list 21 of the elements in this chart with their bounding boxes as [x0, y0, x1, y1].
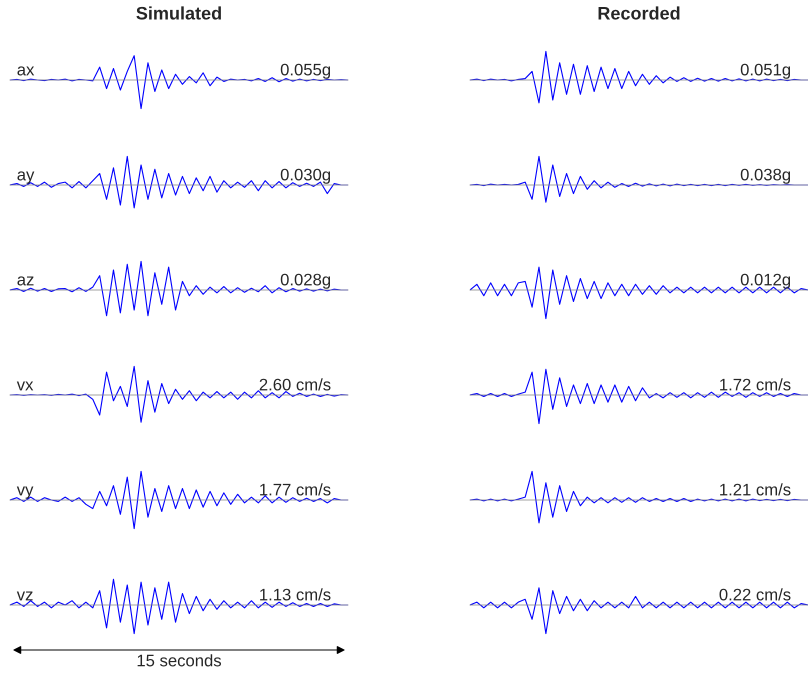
- annotation: 0.038g: [740, 168, 790, 184]
- annotation: 0.028g: [280, 274, 330, 289]
- annotation: 2.60 cm/s: [260, 378, 331, 391]
- chart-title: Recorded: [598, 6, 680, 20]
- annotation: 0.012g: [740, 274, 790, 289]
- annotation: vy: [16, 486, 34, 499]
- text: 15 seconds: [138, 654, 222, 666]
- annotation: 0.030g: [280, 168, 330, 184]
- annotation: 0.055g: [280, 64, 330, 79]
- annotation: ay: [17, 171, 34, 184]
- annotation: vx: [16, 382, 34, 390]
- annotation: 1.21 cm/s: [720, 483, 791, 496]
- annotation: 1.72 cm/s: [720, 378, 791, 391]
- annotation: 0.051g: [740, 64, 790, 79]
- annotation: 1.77 cm/s: [260, 483, 331, 496]
- annotation: vz: [16, 592, 33, 600]
- annotation: ax: [17, 66, 34, 76]
- annotation: 1.13 cm/s: [260, 588, 331, 601]
- annotation: 0.22 cm/s: [720, 588, 791, 601]
- annotation: az: [17, 276, 34, 286]
- chart-title: Simulated: [136, 6, 221, 20]
